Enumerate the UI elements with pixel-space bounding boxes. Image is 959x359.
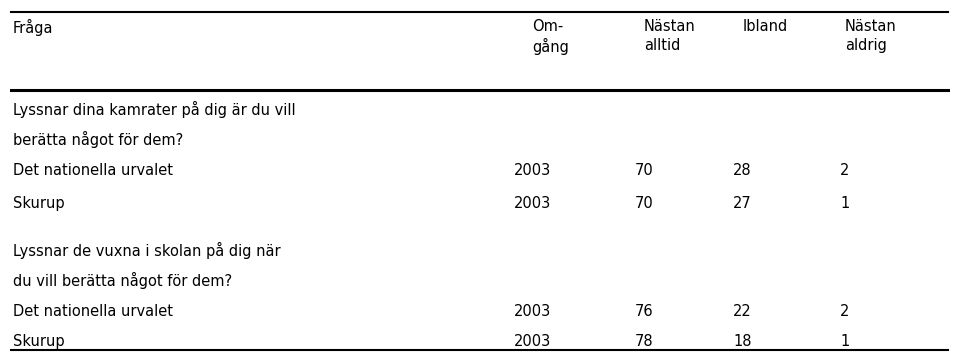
Text: 70: 70 bbox=[635, 163, 653, 178]
Text: berätta något för dem?: berätta något för dem? bbox=[12, 131, 183, 148]
Text: 2003: 2003 bbox=[513, 196, 550, 210]
Text: Lyssnar de vuxna i skolan på dig när: Lyssnar de vuxna i skolan på dig när bbox=[12, 242, 280, 259]
Text: 28: 28 bbox=[733, 163, 752, 178]
Text: Nästan
aldrig: Nästan aldrig bbox=[845, 19, 897, 53]
Text: 2003: 2003 bbox=[513, 304, 550, 319]
Text: Nästan
alltid: Nästan alltid bbox=[644, 19, 695, 53]
Text: Det nationella urvalet: Det nationella urvalet bbox=[12, 304, 173, 319]
Text: Skurup: Skurup bbox=[12, 196, 64, 210]
Text: 2003: 2003 bbox=[513, 163, 550, 178]
Text: Om-
gång: Om- gång bbox=[532, 19, 569, 55]
Text: 76: 76 bbox=[635, 304, 653, 319]
Text: Det nationella urvalet: Det nationella urvalet bbox=[12, 163, 173, 178]
Text: du vill berätta något för dem?: du vill berätta något för dem? bbox=[12, 272, 232, 289]
Text: Skurup: Skurup bbox=[12, 335, 64, 349]
Text: 1: 1 bbox=[840, 196, 850, 210]
Text: 78: 78 bbox=[635, 335, 653, 349]
Text: 70: 70 bbox=[635, 196, 653, 210]
Text: 22: 22 bbox=[733, 304, 752, 319]
Text: 27: 27 bbox=[733, 196, 752, 210]
Text: Lyssnar dina kamrater på dig är du vill: Lyssnar dina kamrater på dig är du vill bbox=[12, 101, 295, 118]
Text: 18: 18 bbox=[734, 335, 752, 349]
Text: 2: 2 bbox=[840, 304, 850, 319]
Text: Ibland: Ibland bbox=[742, 19, 787, 34]
Text: 2: 2 bbox=[840, 163, 850, 178]
Text: 2003: 2003 bbox=[513, 335, 550, 349]
Text: Fråga: Fråga bbox=[12, 19, 54, 36]
Text: 1: 1 bbox=[840, 335, 850, 349]
